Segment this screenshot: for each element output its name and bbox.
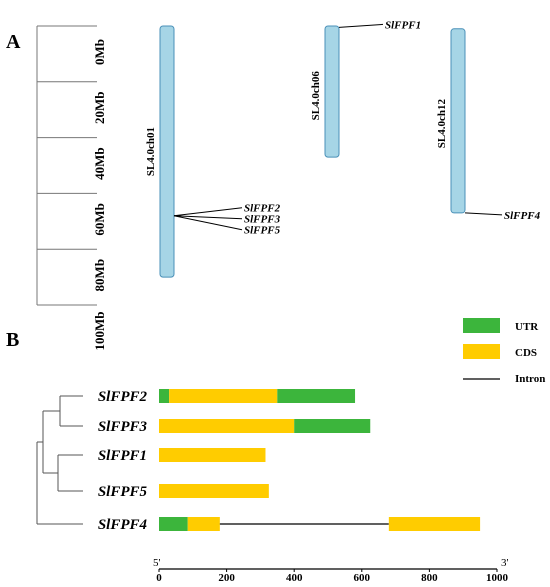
axis-tick-label: 600: [354, 572, 371, 584]
axis-tick-label: 0: [156, 572, 162, 584]
scale-tick-label: 0Mb: [92, 39, 107, 65]
chromosome-ch06: [324, 25, 340, 158]
gene-locus-label: SlFPF1: [385, 19, 421, 31]
axis-tick-label: 1000: [486, 572, 509, 584]
chromosome-label: SL4.0ch01: [145, 127, 157, 176]
chromosome-label: SL4.0ch12: [436, 99, 448, 149]
structure-gene-label: SlFPF2: [98, 389, 148, 405]
gene-locus-label: SlFPF2: [244, 203, 281, 215]
panel-a: A 0Mb 20Mb 40Mb 60Mb 80Mb 100Mb SL4.0ch01 SlFP…: [6, 19, 541, 350]
gene-locus-line: [464, 212, 503, 216]
axis-tick-label: 200: [218, 572, 235, 584]
gene-locus-label: SlFPF4: [504, 210, 541, 222]
phylogenetic-tree: [36, 395, 83, 525]
panel-a-label: A: [6, 31, 21, 53]
legend-cds-swatch: [463, 344, 500, 359]
chromosome-scale: 0Mb 20Mb 40Mb 60Mb 80Mb 100Mb: [36, 25, 107, 351]
axis-start-label: 5': [153, 557, 161, 569]
cds-segment: [159, 448, 266, 462]
length-axis: 0 200 400 600 800 1000 5' 3': [153, 557, 509, 584]
cds-segment: [159, 419, 295, 433]
structure-gene-label: SlFPF5: [98, 484, 148, 500]
cds-segment: [169, 389, 278, 403]
utr-segment: [294, 419, 371, 433]
axis-end-label: 3': [501, 557, 509, 569]
panel-b-label: B: [6, 329, 19, 351]
utr-segment: [277, 389, 356, 403]
legend-intron-label: Intron: [515, 373, 545, 385]
gene-locus-line: [173, 215, 243, 220]
gene-structures: SlFPF2 SlFPF3 SlFPF1 SlFPF5 SlFPF4: [98, 389, 481, 533]
gene-locus-line: [173, 207, 243, 217]
gene-locus-label: SlFPF3: [244, 214, 281, 226]
utr-segment: [159, 389, 170, 403]
structure-gene-label: SlFPF3: [98, 419, 148, 435]
cds-segment: [187, 517, 220, 531]
legend-utr-label: UTR: [515, 321, 539, 333]
scale-tick-label: 20Mb: [92, 92, 107, 125]
structure-legend: UTR CDS Intron: [463, 318, 545, 385]
gene-locus-label: SlFPF5: [244, 225, 281, 237]
legend-cds-label: CDS: [515, 347, 537, 359]
chromosome-ch01: [159, 25, 175, 278]
legend-utr-swatch: [463, 318, 500, 333]
gene-locus-line: [338, 23, 384, 28]
cds-segment: [159, 484, 269, 498]
utr-segment: [159, 517, 188, 531]
chromosome-ch12: [450, 28, 466, 214]
axis-tick-label: 800: [421, 572, 438, 584]
structure-gene-label: SlFPF4: [98, 517, 148, 533]
scale-tick-label: 80Mb: [92, 259, 107, 292]
cds-segment: [388, 517, 481, 531]
chromosome-label: SL4.0ch06: [310, 71, 322, 121]
scale-tick-label: 100Mb: [92, 312, 107, 351]
scale-tick-label: 40Mb: [92, 147, 107, 180]
structure-gene-label: SlFPF1: [98, 448, 147, 464]
gene-locus-line: [173, 215, 243, 231]
axis-tick-label: 400: [286, 572, 303, 584]
scale-tick-label: 60Mb: [92, 203, 107, 236]
